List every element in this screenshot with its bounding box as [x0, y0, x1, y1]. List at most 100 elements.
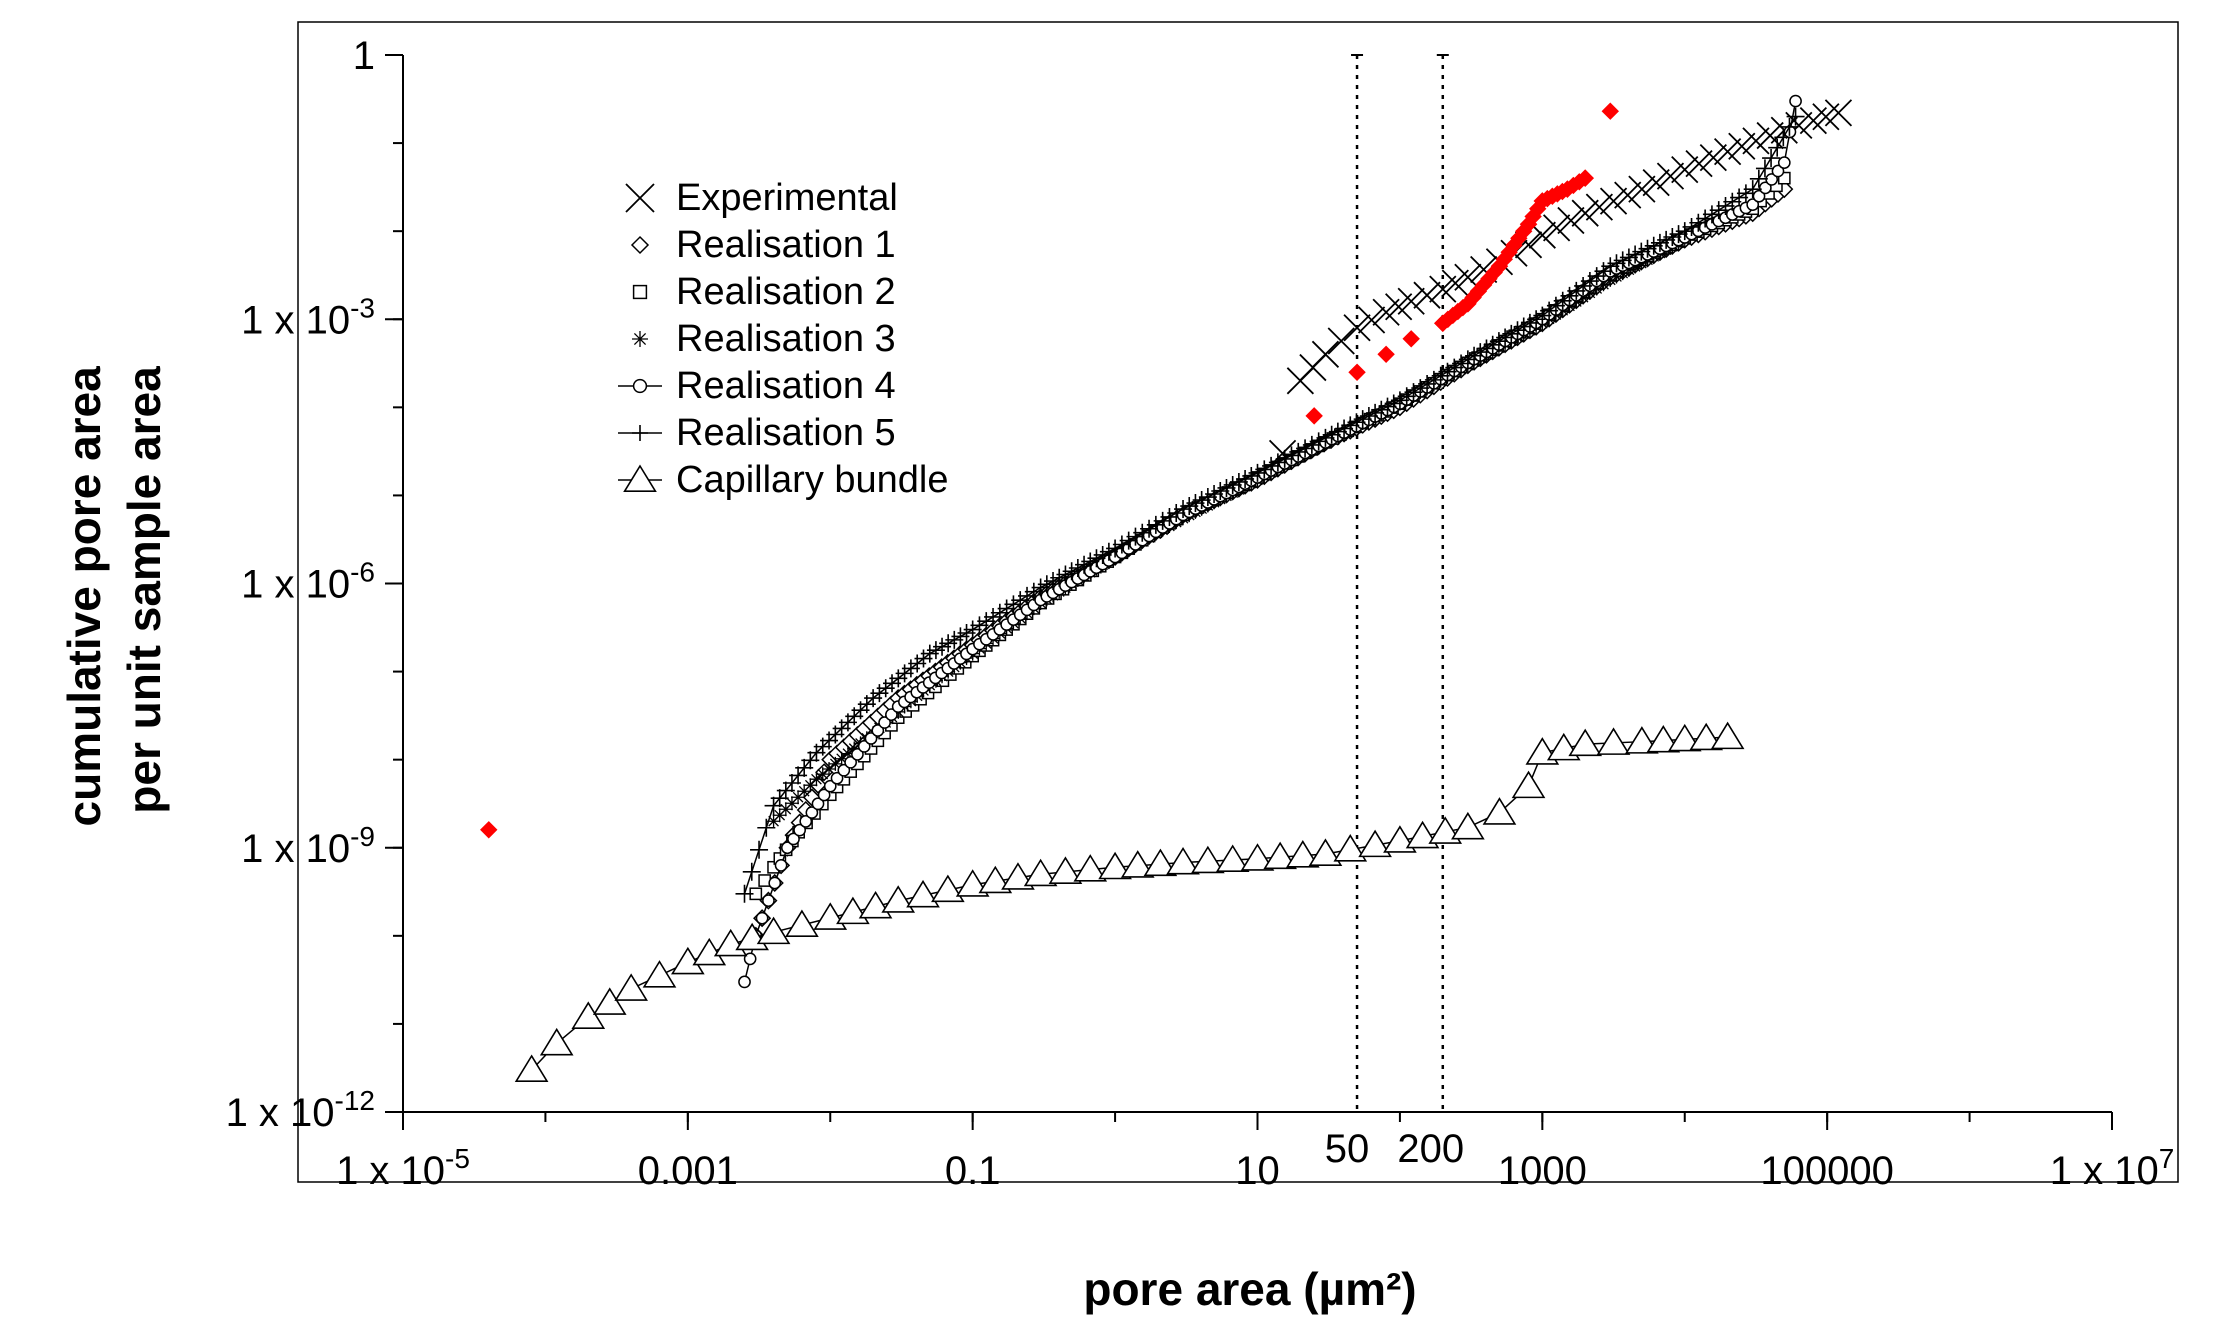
data-point: [1599, 187, 1628, 215]
legend-item: Experimental: [625, 177, 898, 219]
data-point: [1305, 407, 1323, 425]
data-point: [1710, 721, 1745, 750]
data-point: [774, 859, 788, 872]
data-point: [1143, 848, 1178, 877]
data-point: [592, 987, 627, 1015]
data-point: [1689, 722, 1724, 751]
data-point: [851, 748, 864, 761]
data-point: [823, 779, 837, 793]
data-point: [1667, 723, 1702, 752]
data-point: [793, 823, 806, 837]
data-point: [978, 865, 1013, 894]
y-axis-title-line-2: per unit sample area: [118, 366, 170, 814]
data-point: [1771, 164, 1785, 178]
legend-item: Realisation 4: [618, 365, 896, 407]
legend-label: Realisation 5: [676, 412, 896, 454]
y-tick-label: 1 x 10-9: [241, 821, 375, 871]
data-point: [1625, 726, 1659, 754]
series-realisation-3: [766, 232, 1692, 829]
data-point: [625, 183, 655, 213]
x-tick-label: 1000: [1498, 1149, 1587, 1193]
data-point: [743, 952, 757, 966]
series-line: [743, 100, 1797, 983]
y-tick-label: 1 x 10-12: [226, 1085, 375, 1135]
legend-item: Realisation 2: [632, 271, 896, 313]
data-point: [785, 909, 819, 938]
data-point: [1413, 281, 1441, 309]
data-point: [632, 425, 648, 441]
data-point: [630, 235, 650, 255]
data-point: [1646, 724, 1681, 753]
data-point: [623, 464, 657, 492]
data-point: [1402, 330, 1420, 348]
series-layer: [480, 94, 1853, 1082]
x-axis-title: pore area (µm²): [1083, 1263, 1416, 1315]
data-point: [1001, 862, 1035, 890]
data-point: [1789, 94, 1802, 108]
reference-lines: 50 200: [1325, 54, 1464, 1171]
data-point: [817, 788, 831, 802]
data-point: [1358, 829, 1392, 858]
data-point: [781, 841, 794, 855]
data-point: [847, 741, 862, 756]
data-point: [1585, 193, 1614, 221]
data-point: [1603, 272, 1618, 287]
data-point: [1333, 834, 1368, 862]
series-capillary-bundle: [514, 721, 1745, 1082]
data-point: [811, 797, 825, 811]
data-point: [864, 732, 878, 745]
series-realisation-2: [749, 171, 1791, 901]
data-point: [1377, 345, 1395, 364]
data-point: [632, 378, 648, 394]
data-point: [1614, 181, 1642, 209]
legend-label: Realisation 4: [676, 365, 896, 407]
data-point: [885, 708, 898, 721]
data-point: [1601, 102, 1619, 120]
data-point: [878, 716, 891, 729]
data-point: [1742, 127, 1770, 155]
reference-line-label: 200: [1397, 1127, 1464, 1171]
data-point: [1327, 327, 1355, 355]
y-tick-label: 1 x 10-3: [241, 292, 375, 342]
data-point: [1482, 797, 1517, 825]
series-experimental: [1268, 99, 1853, 468]
legend-label: Experimental: [676, 177, 898, 219]
data-point: [1762, 149, 1781, 168]
data-point: [803, 778, 818, 793]
data-point: [955, 869, 990, 897]
data-point: [1568, 728, 1603, 757]
legend-item: Realisation 5: [618, 412, 896, 454]
data-point: [797, 784, 812, 799]
data-point: [1285, 840, 1320, 868]
data-point: [834, 751, 849, 766]
data-point: [1699, 143, 1727, 172]
data-point: [805, 806, 819, 819]
data-point: [1743, 180, 1762, 199]
data-point: [1621, 262, 1636, 277]
x-tick-label: 1 x 107: [2050, 1143, 2175, 1193]
series-realisation-5: [735, 107, 1805, 903]
legend-item: Realisation 1: [630, 224, 896, 266]
data-point: [480, 821, 498, 839]
data-point: [830, 771, 844, 785]
data-point: [1576, 290, 1591, 305]
x-tick-label: 0.1: [945, 1149, 1001, 1193]
series-highlight-7: [480, 102, 1619, 839]
data-point: [1589, 281, 1604, 296]
series-realisation-1: [746, 180, 1794, 945]
data-point: [1685, 149, 1713, 178]
data-point: [1343, 314, 1371, 342]
data-point: [844, 755, 857, 769]
data-point: [1263, 841, 1297, 870]
data-point: [784, 796, 799, 811]
data-point: [815, 767, 830, 782]
data-point: [1542, 214, 1571, 242]
y-tick-label: 1 x 10-6: [241, 557, 375, 607]
data-point: [632, 284, 648, 300]
data-point: [642, 960, 677, 988]
data-point: [1768, 138, 1787, 157]
data-point: [822, 761, 837, 776]
data-point: [1348, 363, 1366, 381]
data-point: [1098, 851, 1132, 880]
